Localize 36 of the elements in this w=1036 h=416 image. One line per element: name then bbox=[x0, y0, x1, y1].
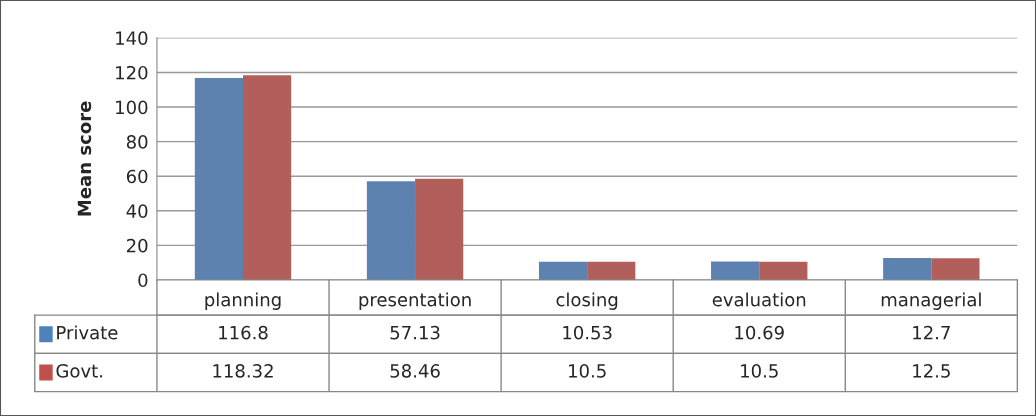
data-label: 12.7 bbox=[913, 325, 950, 340]
legend-label: Govt. bbox=[56, 364, 103, 378]
x-tick-label: evaluation bbox=[712, 292, 806, 307]
bar bbox=[194, 77, 243, 280]
y-tick-label: 20 bbox=[126, 238, 148, 253]
x-tick-label: planning bbox=[205, 292, 281, 310]
bar bbox=[759, 261, 808, 280]
y-axis-title: Mean score bbox=[77, 101, 92, 216]
x-tick-label: closing bbox=[556, 292, 618, 310]
data-label: 116.8 bbox=[219, 325, 268, 340]
bar bbox=[931, 258, 980, 280]
data-label: 118.32 bbox=[213, 364, 273, 378]
x-tick-label: managerial bbox=[881, 292, 981, 310]
data-label: 57.13 bbox=[390, 325, 440, 340]
bar bbox=[711, 261, 760, 280]
y-tick-label: 100 bbox=[116, 100, 148, 115]
bar bbox=[883, 258, 932, 280]
y-tick-label: 0 bbox=[138, 273, 148, 288]
y-tick-label: 60 bbox=[126, 169, 148, 184]
y-tick-label: 80 bbox=[126, 135, 148, 149]
data-label: 58.46 bbox=[390, 364, 440, 378]
y-tick-label: 40 bbox=[126, 204, 148, 218]
y-tick-label: 120 bbox=[116, 65, 148, 80]
bar bbox=[538, 261, 588, 280]
y-tick-label: 140 bbox=[116, 31, 148, 45]
bar bbox=[242, 75, 292, 280]
data-label: 10.53 bbox=[563, 325, 612, 340]
bar bbox=[415, 178, 464, 280]
data-label: 10.69 bbox=[735, 325, 784, 340]
data-label: 12.5 bbox=[913, 364, 950, 378]
bar bbox=[587, 261, 636, 280]
data-label: 10.5 bbox=[569, 364, 606, 378]
bar bbox=[366, 181, 416, 280]
x-tick-label: presentation bbox=[359, 292, 471, 310]
data-label: 10.5 bbox=[741, 364, 778, 378]
legend-label: Private bbox=[57, 325, 118, 340]
